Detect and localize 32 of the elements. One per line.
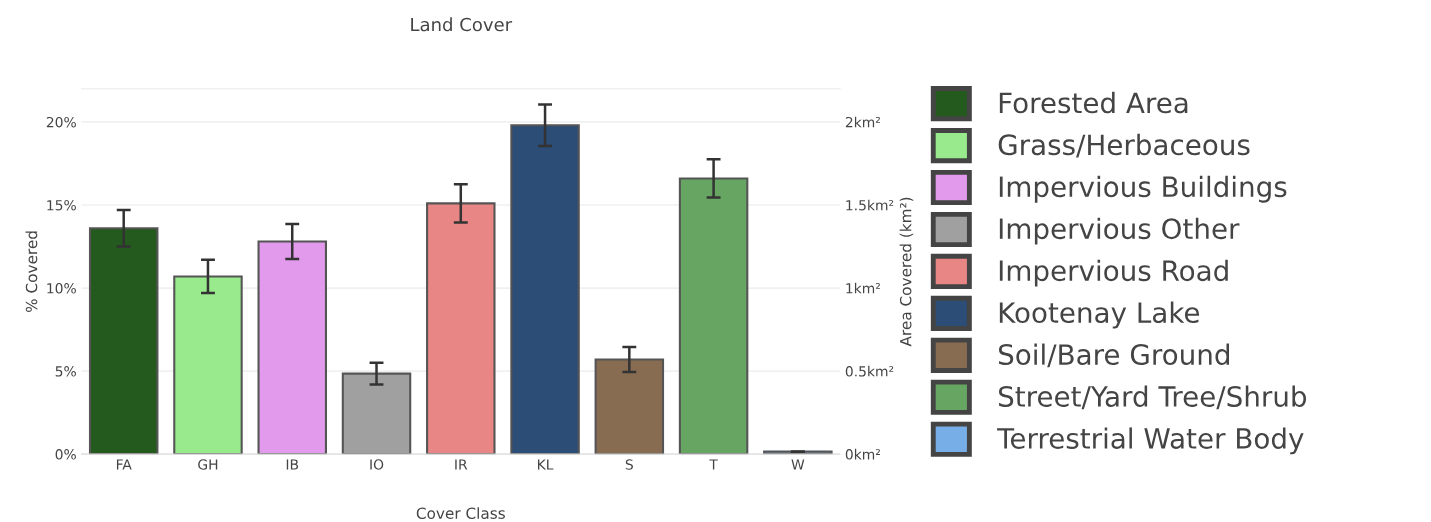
chart-title: Land Cover	[411, 17, 513, 32]
legend-label: Soil/Bare Ground	[998, 343, 1229, 368]
x-tick-label: KL	[537, 459, 554, 470]
legend-label: Kootenay Lake	[999, 301, 1200, 329]
legend-label: Impervious Other	[999, 217, 1240, 245]
x-axis-title: Cover Class	[416, 507, 505, 519]
y2-tick-label: 0km²	[845, 448, 880, 460]
y-tick-label: 15%	[47, 199, 76, 211]
y2-tick-label: 1km²	[846, 282, 880, 294]
y-tick-label: 20%	[46, 116, 76, 128]
x-tick-label: T	[709, 459, 718, 470]
y2-axis-title: Area Covered (km²)	[899, 197, 914, 347]
x-tick-label: IO	[370, 459, 384, 470]
y2-tick-label: 0.5km²	[845, 365, 894, 377]
x-tick-label: FA	[116, 459, 132, 470]
legend-label: Terrestrial Water Body	[997, 427, 1304, 455]
legend-label: Impervious Buildings	[999, 175, 1287, 203]
x-tick-label: GH	[198, 459, 218, 470]
x-tick-label: W	[791, 459, 805, 470]
y-tick-label: 5%	[55, 366, 76, 377]
x-tick-label: IB	[286, 459, 299, 470]
legend-label: Impervious Road	[999, 259, 1228, 287]
y-axis-title: % Covered	[25, 231, 38, 313]
y2-tick-label: 2km²	[845, 116, 880, 128]
legend-label: Grass/Herbaceous	[998, 133, 1250, 158]
y2-tick-label: 1.5km²	[846, 199, 894, 211]
y-tick-label: 10%	[47, 283, 76, 294]
legend-label: Forested Area	[999, 91, 1188, 114]
x-tick-label: IR	[455, 459, 468, 470]
y-tick-label: 0%	[55, 449, 76, 460]
x-tick-label: S	[625, 459, 633, 470]
legend-label: Street/Yard Tree/Shrub	[998, 385, 1307, 410]
